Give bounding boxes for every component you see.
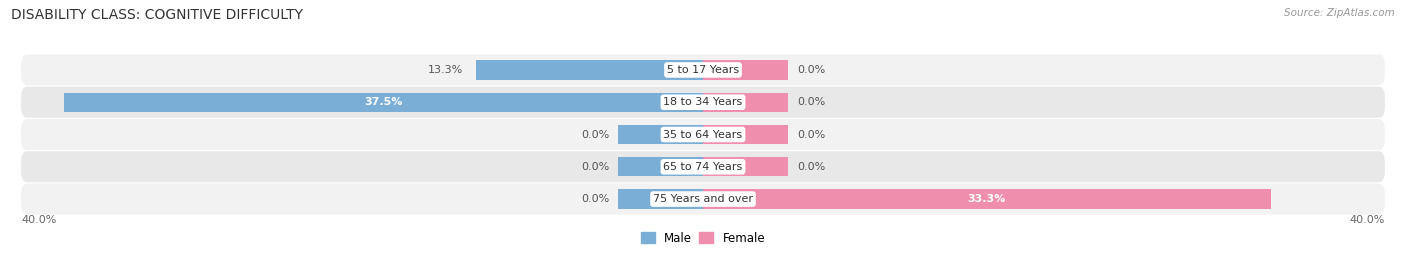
Bar bbox=[617, 157, 703, 176]
Text: 35 to 64 Years: 35 to 64 Years bbox=[664, 129, 742, 140]
Text: 5 to 17 Years: 5 to 17 Years bbox=[666, 65, 740, 75]
Text: 18 to 34 Years: 18 to 34 Years bbox=[664, 97, 742, 107]
Bar bbox=[63, 93, 703, 112]
FancyBboxPatch shape bbox=[21, 183, 1385, 215]
Bar bbox=[617, 125, 703, 144]
Text: 0.0%: 0.0% bbox=[581, 194, 609, 204]
Text: DISABILITY CLASS: COGNITIVE DIFFICULTY: DISABILITY CLASS: COGNITIVE DIFFICULTY bbox=[11, 8, 304, 22]
Text: 0.0%: 0.0% bbox=[797, 65, 825, 75]
Text: 0.0%: 0.0% bbox=[581, 129, 609, 140]
FancyBboxPatch shape bbox=[21, 54, 1385, 86]
Text: 40.0%: 40.0% bbox=[21, 215, 56, 225]
Text: 0.0%: 0.0% bbox=[797, 129, 825, 140]
Bar bbox=[703, 157, 789, 176]
Bar bbox=[703, 189, 1271, 209]
Text: 0.0%: 0.0% bbox=[797, 162, 825, 172]
Bar bbox=[617, 189, 703, 209]
Text: 13.3%: 13.3% bbox=[427, 65, 463, 75]
FancyBboxPatch shape bbox=[21, 151, 1385, 182]
Text: 37.5%: 37.5% bbox=[364, 97, 402, 107]
FancyBboxPatch shape bbox=[21, 87, 1385, 118]
Bar bbox=[703, 60, 789, 80]
Text: Source: ZipAtlas.com: Source: ZipAtlas.com bbox=[1284, 8, 1395, 18]
Text: 65 to 74 Years: 65 to 74 Years bbox=[664, 162, 742, 172]
Text: 40.0%: 40.0% bbox=[1350, 215, 1385, 225]
FancyBboxPatch shape bbox=[21, 119, 1385, 150]
Text: 0.0%: 0.0% bbox=[797, 97, 825, 107]
Text: 75 Years and over: 75 Years and over bbox=[652, 194, 754, 204]
Legend: Male, Female: Male, Female bbox=[641, 232, 765, 245]
Bar bbox=[703, 125, 789, 144]
Bar bbox=[477, 60, 703, 80]
Text: 0.0%: 0.0% bbox=[581, 162, 609, 172]
Bar bbox=[703, 93, 789, 112]
Text: 33.3%: 33.3% bbox=[967, 194, 1005, 204]
